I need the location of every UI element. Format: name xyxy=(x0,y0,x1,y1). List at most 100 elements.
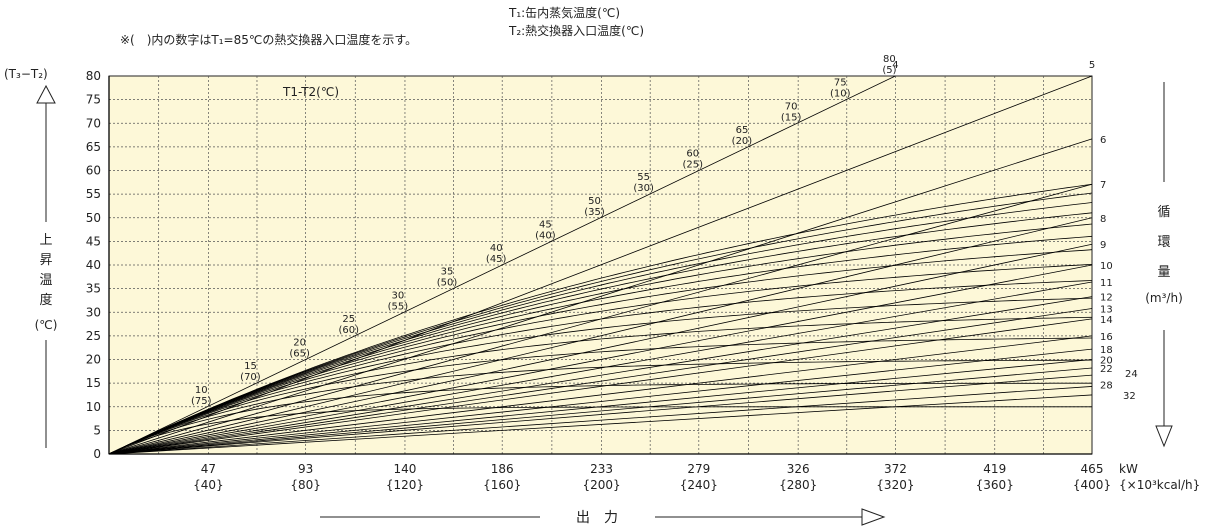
x-tick-labels: 47 {40} 93 {80} 140 {120} 186 {160} 233 {200} 279 {… xyxy=(193,462,1111,492)
flow-label-11: 11 xyxy=(1100,278,1113,289)
flow-label-6: 6 xyxy=(1100,135,1106,146)
inner-chart-label: T1-T2(℃) xyxy=(282,85,339,99)
marker-inlet: (20) xyxy=(732,136,753,147)
y-tick-label: 60 xyxy=(86,164,101,178)
marker-inlet: (55) xyxy=(388,301,409,312)
x-tick-label-kcal: {40} xyxy=(193,478,224,492)
x-tick-label-kw: 140 xyxy=(394,462,417,476)
marker-value: 75 xyxy=(834,78,847,89)
flow-line-5 xyxy=(108,75,1093,455)
right-label-unit: (m³/h) xyxy=(1145,291,1183,305)
y-tick-label: 5 xyxy=(93,423,101,437)
marker-value: 35 xyxy=(441,267,454,278)
marker-inlet: (5) xyxy=(882,65,896,76)
marker-inlet: (50) xyxy=(437,278,458,289)
y-tick-label: 10 xyxy=(86,400,101,414)
flow-line-12 xyxy=(108,296,1093,455)
marker-inlet: (60) xyxy=(338,325,359,336)
flow-label-8: 8 xyxy=(1100,214,1106,225)
y-axis-label-char-2: 昇 xyxy=(39,253,52,268)
marker-value: 60 xyxy=(686,149,699,160)
x-tick-label-kcal: {400} xyxy=(1073,478,1111,492)
flow-label-4: 4 xyxy=(892,60,898,71)
flow-label-28: 28 xyxy=(1100,380,1113,391)
x-unit-kw: kW xyxy=(1119,462,1138,476)
flow-label-24: 24 xyxy=(1125,369,1138,380)
marker-value: 30 xyxy=(392,290,405,301)
flow-line-18 xyxy=(108,348,1093,455)
flow-line-10 xyxy=(108,264,1093,455)
x-tick-label-kcal: {120} xyxy=(386,478,424,492)
y-axis-label-t3t2: (T₃−T₂) xyxy=(4,67,48,81)
marker-value: 25 xyxy=(342,314,355,325)
t1t2-curves xyxy=(109,183,1092,454)
x-tick-label-kw: 326 xyxy=(787,462,810,476)
y-axis-up-arrow xyxy=(36,84,56,448)
marker-value: 55 xyxy=(637,172,650,183)
flow-line-11 xyxy=(108,281,1093,455)
flow-label-7: 7 xyxy=(1100,180,1106,191)
flow-line-16 xyxy=(108,335,1093,455)
marker-inlet: (35) xyxy=(584,207,605,218)
curve-t1t2-20 xyxy=(109,359,1092,454)
y-tick-label: 50 xyxy=(86,211,101,225)
y-tick-label: 20 xyxy=(86,353,101,367)
marker-inlet: (70) xyxy=(240,372,261,383)
curve-t1t2-75 xyxy=(109,192,1092,454)
y-tick-label: 40 xyxy=(86,258,101,272)
y-axis-label-char-3: 温 xyxy=(39,273,52,288)
flow-line-13 xyxy=(108,308,1093,455)
x-axis-right-arrow xyxy=(320,508,886,526)
y-axis-label-char-4: 度 xyxy=(39,292,52,308)
y-tick-label: 80 xyxy=(86,69,101,83)
curve-t1t2-60 xyxy=(109,223,1092,454)
y-tick-label: 55 xyxy=(86,187,101,201)
flow-line-20 xyxy=(108,359,1093,455)
x-tick-label-kw: 233 xyxy=(590,462,613,476)
marker-inlet: (15) xyxy=(781,112,802,123)
curve-t1t2-80 xyxy=(109,183,1092,454)
flow-label-12: 12 xyxy=(1100,293,1113,304)
y-tick-label: 75 xyxy=(86,93,101,107)
curve-t1t2-30 xyxy=(109,316,1092,454)
marker-inlet: (65) xyxy=(289,349,310,360)
flow-line-9 xyxy=(108,243,1093,455)
flow-label-14: 14 xyxy=(1100,315,1113,326)
right-label-char-1: 循 xyxy=(1157,205,1170,220)
marker-value: 80 xyxy=(883,54,896,65)
y-tick-label: 45 xyxy=(86,234,101,248)
flow-label-13: 13 xyxy=(1100,304,1113,315)
curve-t1t2-15 xyxy=(109,382,1092,454)
t1t2-marker-labels: 10(75)15(70)20(65)25(60)30(55)35(50)40(4… xyxy=(191,54,897,407)
flow-label-9: 9 xyxy=(1100,240,1106,251)
flow-label-10: 10 xyxy=(1100,261,1113,272)
x-tick-label-kcal: {320} xyxy=(876,478,914,492)
flow-line-22 xyxy=(108,367,1093,455)
y-tick-label: 35 xyxy=(86,282,101,296)
flow-label-16: 16 xyxy=(1100,332,1113,343)
header-note: ※( )内の数字はT₁=85℃の熱交換器入口温度を示す。 xyxy=(120,32,417,47)
x-tick-label-kw: 93 xyxy=(298,462,313,476)
x-tick-label-kw: 372 xyxy=(884,462,907,476)
marker-inlet: (45) xyxy=(486,254,507,265)
y-tick-label: 25 xyxy=(86,329,101,343)
flow-label-32: 32 xyxy=(1123,391,1136,402)
marker-value: 50 xyxy=(588,196,601,207)
marker-value: 15 xyxy=(244,361,257,372)
flow-label-5: 5 xyxy=(1089,60,1095,71)
flow-line-8 xyxy=(108,217,1093,455)
curve-t1t2-45 xyxy=(109,264,1092,454)
legend-t2: T₂:熱交換器入口温度(℃) xyxy=(508,23,644,38)
x-tick-label-kcal: {360} xyxy=(976,478,1014,492)
marker-value: 40 xyxy=(490,243,503,254)
flow-label-22: 22 xyxy=(1100,364,1113,375)
curve-t1t2-50 xyxy=(109,249,1092,454)
x-tick-label-kw: 47 xyxy=(201,462,216,476)
flow-line-28 xyxy=(108,386,1093,455)
marker-value: 65 xyxy=(736,125,749,136)
right-label-char-2: 環 xyxy=(1157,235,1170,250)
y-tick-label: 15 xyxy=(86,376,101,390)
x-tick-label-kw: 279 xyxy=(687,462,710,476)
flow-line-6 xyxy=(108,138,1093,455)
